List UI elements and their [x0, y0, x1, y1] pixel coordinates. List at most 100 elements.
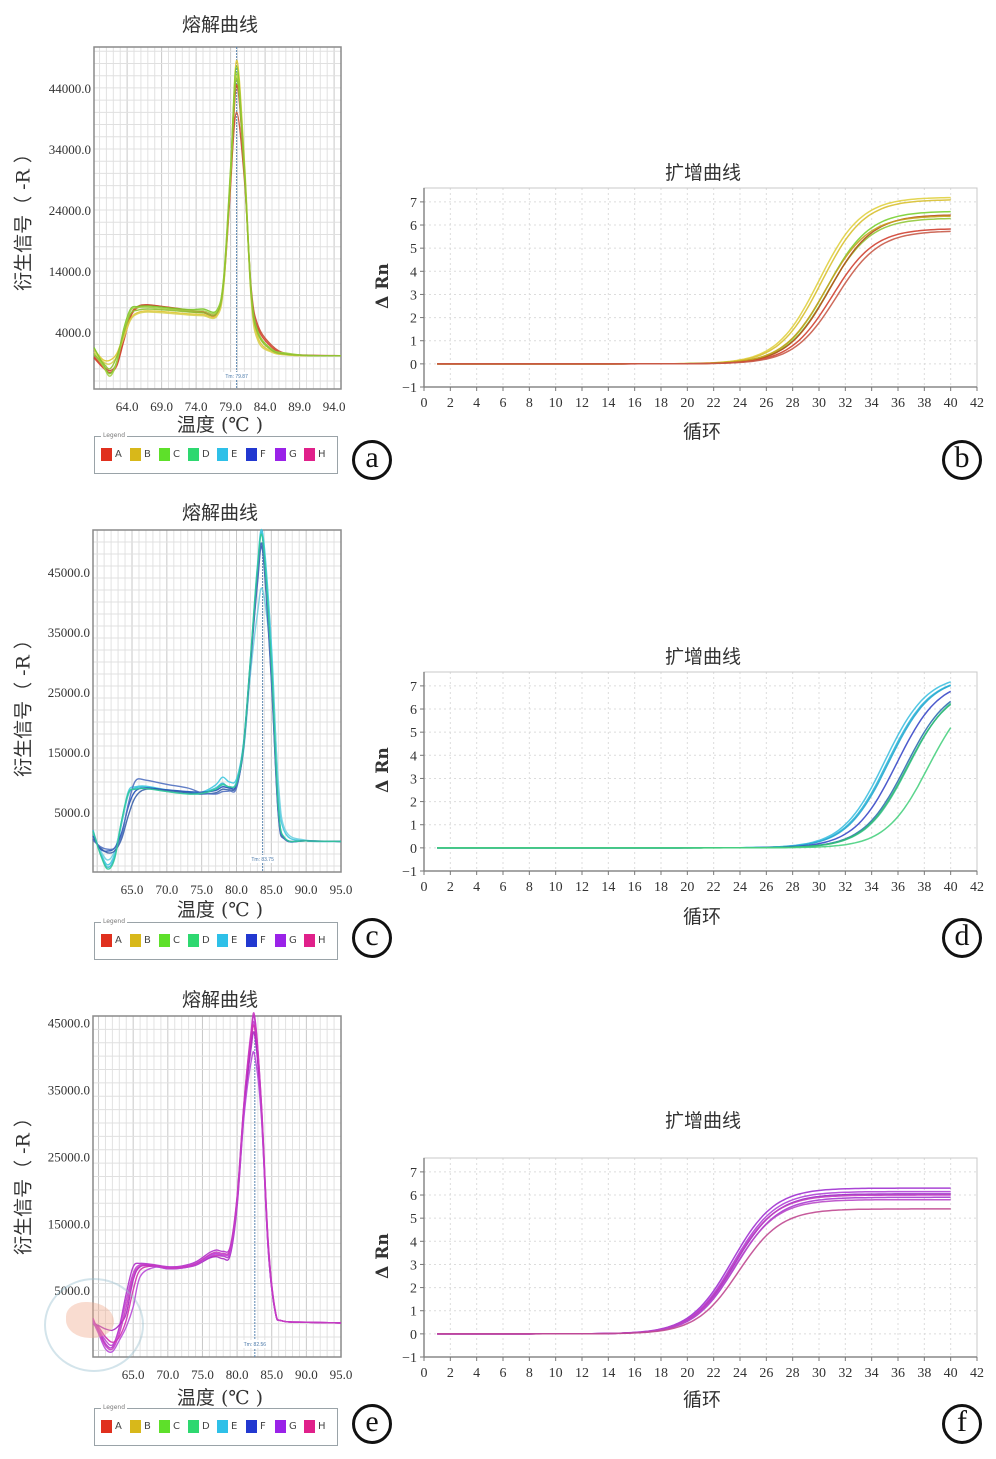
legend-label: B [144, 449, 151, 460]
y-tick-label: 15000.0 [48, 1216, 90, 1231]
x-tick-label: 14 [601, 1366, 615, 1381]
y-tick-label: 4 [410, 749, 417, 764]
legend-item: B [130, 1420, 159, 1433]
legend-items: A B C D E F G H [101, 1420, 333, 1433]
x-tick-label: 74.0 [185, 399, 208, 414]
y-tick-label: 0 [410, 842, 417, 857]
chart-title: 熔解曲线 [181, 502, 258, 524]
x-tick-label: 30 [812, 396, 826, 411]
legend-swatch [130, 934, 141, 947]
y-tick-label: 5000.0 [54, 805, 90, 820]
x-tick-label: 12 [575, 880, 589, 895]
legend-swatch [304, 1420, 315, 1433]
series-line-A2 [437, 215, 951, 365]
x-tick-label: 38 [917, 1366, 931, 1381]
legend-swatch [275, 934, 286, 947]
legend-label: D [202, 1421, 210, 1432]
series-line-E1 [92, 531, 342, 868]
x-tick-label: 22 [707, 1366, 721, 1381]
legend-item: A [101, 1420, 130, 1433]
series-line-E2 [437, 681, 951, 849]
x-tick-label: 2 [447, 880, 454, 895]
legend-label: B [144, 1421, 151, 1432]
grid [94, 47, 342, 389]
legend-swatch [246, 1420, 257, 1433]
legend-swatch [304, 448, 315, 461]
x-tick-label: 28 [786, 396, 800, 411]
series-line-B2 [93, 74, 342, 365]
legend-swatch [159, 934, 170, 947]
y-tick-label: 4000.0 [55, 325, 91, 340]
x-tick-label: 4 [473, 396, 480, 411]
legend-swatch [130, 448, 141, 461]
x-tick-label: 85.0 [260, 1367, 283, 1382]
x-tick-label: 30 [812, 1366, 826, 1381]
x-tick-label: 24 [733, 880, 747, 895]
x-tick-label: 10 [549, 1366, 563, 1381]
series-line-F3 [92, 542, 342, 851]
y-tick-label: −1 [402, 865, 417, 880]
legend-item: C [159, 1420, 188, 1433]
legend-label: H [318, 1421, 326, 1432]
legend-item: C [159, 448, 188, 461]
panel-label-b: b [942, 440, 982, 480]
legend-label: A [115, 1421, 122, 1432]
tm-label: Tm: 79.87 [225, 374, 248, 380]
y-tick-label: 1 [410, 1305, 417, 1320]
melt-chart-c: Tm: 83.75 65.0 70.0 75.0 80.0 85.0 90.0 95.0 500… [48, 529, 352, 897]
legend-caption: Legend [101, 432, 128, 439]
legend-label: A [115, 449, 122, 460]
watermark-seal [44, 1278, 144, 1372]
legend-label: G [289, 449, 297, 460]
x-tick-label: 4 [473, 1366, 480, 1381]
panel-label-d: d [942, 918, 982, 958]
x-tick-label: 8 [526, 1366, 533, 1381]
series-line-F2 [92, 545, 342, 854]
melt-chart-a: Tm: 79.87 64.0 69.0 74.0 79.0 84.0 89.0 94.0 400… [49, 46, 345, 414]
legend-swatch [188, 1420, 199, 1433]
legend-item: H [304, 934, 333, 947]
x-tick-label: 26 [759, 396, 773, 411]
chart-title: 扩增曲线 [664, 1110, 741, 1132]
panel-label-f: f [942, 1404, 982, 1444]
x-tick-label: 28 [786, 1366, 800, 1381]
y-tick-label: 5 [410, 1212, 417, 1227]
x-axis-label: 循环 [682, 1389, 721, 1411]
x-axis-label: 温度 (℃ ) [176, 414, 264, 436]
y-tick-label: 14000.0 [49, 264, 91, 279]
legend-item: D [188, 448, 217, 461]
legend-swatch [246, 448, 257, 461]
y-tick-label: 35000.0 [48, 625, 90, 640]
legend-label: C [173, 1421, 180, 1432]
series-line-A4 [437, 230, 951, 365]
x-tick-label: 18 [654, 396, 668, 411]
x-axis-label: 温度 (℃ ) [176, 899, 264, 921]
x-tick-label: 6 [500, 1366, 507, 1381]
legend-swatch [246, 934, 257, 947]
legend-item: B [130, 448, 159, 461]
x-tick-label: 14 [601, 880, 615, 895]
series-line-B2 [437, 199, 951, 365]
x-tick-label: 40 [944, 880, 958, 895]
amp-chart-d: 0 2 4 6 8 10 12 14 16 18 20 22 24 26 28 30 32 34 36 38 40 42−… [402, 671, 984, 895]
y-tick-label: −1 [402, 381, 417, 396]
series-line-H3 [437, 1208, 951, 1335]
x-tick-label: 4 [473, 880, 480, 895]
y-tick-label: 25000.0 [48, 685, 90, 700]
legend-item: F [246, 448, 275, 461]
y-tick-label: −1 [402, 1351, 417, 1366]
y-tick-label: 35000.0 [48, 1083, 90, 1098]
legend-swatch [159, 448, 170, 461]
x-tick-label: 18 [654, 1366, 668, 1381]
x-tick-label: 28 [786, 880, 800, 895]
y-tick-label: 6 [410, 1189, 417, 1204]
series-line-A1 [93, 84, 342, 374]
plot-frame [423, 671, 978, 872]
legend-swatch [101, 934, 112, 947]
legend-items: A B C D E F G H [101, 448, 333, 461]
series-line-D1 [92, 533, 342, 870]
legend-label: D [202, 935, 210, 946]
x-tick-label: 34 [865, 1366, 879, 1381]
x-tick-label: 0 [421, 880, 428, 895]
x-tick-label: 16 [628, 880, 642, 895]
